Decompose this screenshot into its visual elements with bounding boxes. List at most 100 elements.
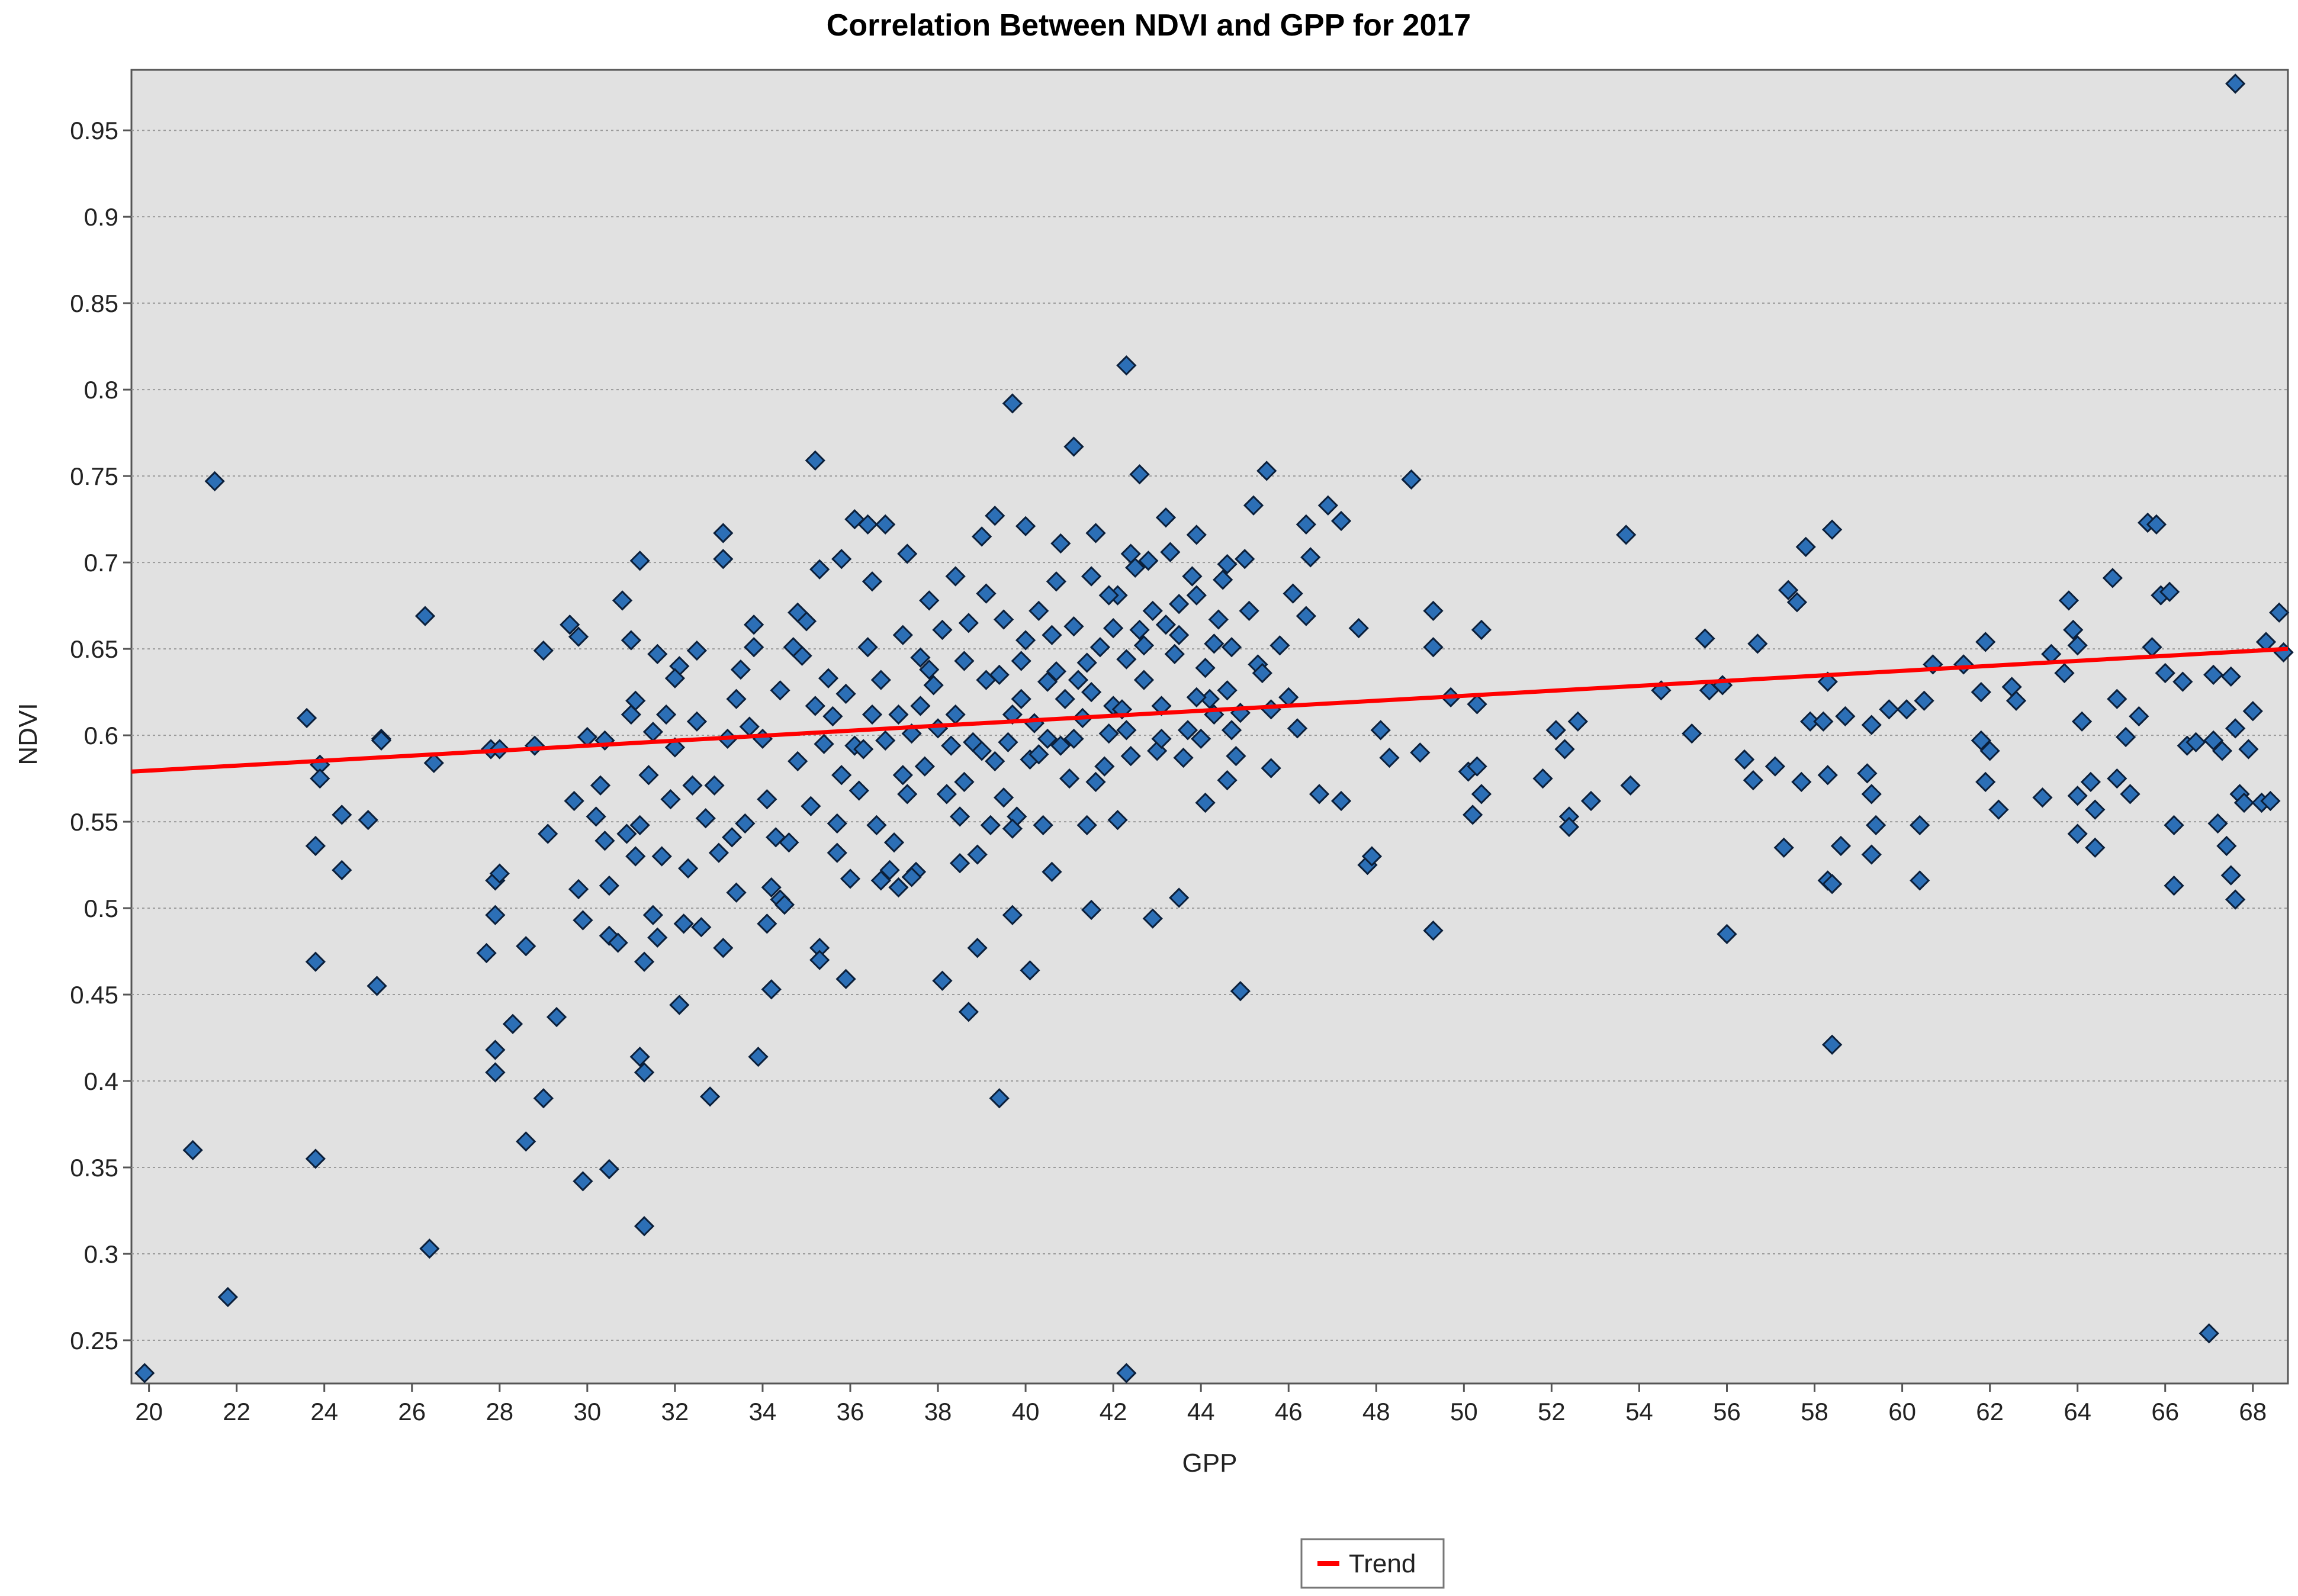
data-point <box>1580 790 1602 812</box>
x-tick-label: 22 <box>223 1398 250 1426</box>
data-point <box>2146 514 2167 535</box>
y-tick-label: 0.3 <box>84 1240 118 1268</box>
data-point <box>2164 815 2184 836</box>
x-tick-label: 52 <box>1538 1398 1566 1426</box>
data-point <box>621 630 641 651</box>
data-point <box>1151 728 1172 749</box>
data-point <box>883 832 905 853</box>
data-point <box>625 846 646 867</box>
data-point <box>849 780 869 801</box>
data-point <box>1914 690 1934 711</box>
data-point <box>594 831 615 851</box>
data-point <box>822 706 843 727</box>
legend: Trend <box>1300 1538 1445 1589</box>
data-point <box>1155 507 1177 528</box>
data-point <box>735 813 756 834</box>
data-point <box>779 832 799 853</box>
data-point <box>888 877 909 898</box>
data-point <box>1866 815 1886 836</box>
data-point <box>993 787 1014 808</box>
data-point <box>485 1062 506 1083</box>
data-point <box>414 606 436 626</box>
data-point <box>1081 899 1102 921</box>
data-point <box>1169 594 1190 614</box>
data-point <box>757 913 777 934</box>
data-point <box>1979 741 2000 761</box>
data-point <box>932 970 953 991</box>
data-point <box>204 471 225 492</box>
data-point <box>2115 726 2136 748</box>
data-point <box>2207 813 2228 834</box>
data-point <box>748 1047 769 1067</box>
data-point <box>629 551 650 571</box>
data-point <box>831 549 852 569</box>
data-point <box>599 1159 619 1180</box>
data-point <box>985 506 1005 526</box>
data-point <box>1020 960 1040 981</box>
data-point <box>809 950 830 970</box>
data-point <box>686 640 708 661</box>
data-point <box>1033 815 1053 836</box>
data-point <box>1463 805 1483 825</box>
data-point <box>967 844 988 865</box>
data-point <box>971 526 992 547</box>
data-point <box>533 1088 554 1109</box>
data-point <box>1283 583 1303 604</box>
x-axis-ticks: 20 22 24 26 28 30 32 34 36 38 40 42 44 46 48 50 52 54 56 58… <box>135 1383 2267 1426</box>
data-point <box>1256 461 1277 481</box>
y-tick-label: 0.5 <box>84 894 118 922</box>
data-point <box>2129 706 2149 727</box>
x-tick-label: 38 <box>924 1398 952 1426</box>
data-point <box>1717 924 1737 944</box>
data-point <box>664 668 686 688</box>
data-point <box>1361 846 1383 867</box>
data-point <box>296 707 317 729</box>
x-tick-label: 36 <box>837 1398 864 1426</box>
data-point <box>634 951 655 972</box>
grid-lines <box>131 130 2288 1341</box>
data-point <box>2067 823 2088 844</box>
data-point <box>1467 694 1487 715</box>
data-point <box>2164 875 2184 896</box>
data-point <box>1971 730 1991 751</box>
data-point <box>827 842 847 863</box>
data-point <box>1296 514 1316 535</box>
data-point <box>897 784 918 805</box>
data-point <box>1471 784 1492 805</box>
data-point <box>1221 637 1242 658</box>
data-point <box>730 659 751 680</box>
data-point <box>888 704 909 725</box>
data-point <box>1046 661 1067 682</box>
data-point <box>516 1131 536 1152</box>
data-point <box>1300 547 1321 568</box>
data-point <box>857 514 878 535</box>
data-point <box>2120 784 2140 805</box>
data-point <box>305 1148 326 1169</box>
x-tick-label: 30 <box>573 1398 601 1426</box>
data-point <box>1107 810 1128 831</box>
data-point <box>1120 746 1141 767</box>
data-point <box>954 771 975 793</box>
data-point <box>1098 723 1119 744</box>
data-point <box>1085 523 1106 543</box>
data-point <box>870 870 891 891</box>
data-point <box>788 602 808 623</box>
data-point <box>713 523 734 543</box>
data-point <box>993 609 1014 630</box>
data-point <box>1177 720 1198 741</box>
y-tick-label: 0.45 <box>70 981 118 1009</box>
data-point <box>1896 699 1917 720</box>
y-tick-label: 0.8 <box>84 376 118 404</box>
data-point <box>1204 633 1224 654</box>
data-point <box>835 683 856 704</box>
data-point <box>1138 551 1159 571</box>
data-point <box>1910 870 1930 891</box>
data-point <box>1261 758 1281 778</box>
data-point <box>1068 670 1089 690</box>
data-point <box>726 882 747 903</box>
data-point <box>2185 732 2206 752</box>
data-point <box>2220 666 2241 687</box>
data-point <box>1226 746 1246 767</box>
data-point <box>971 741 992 761</box>
